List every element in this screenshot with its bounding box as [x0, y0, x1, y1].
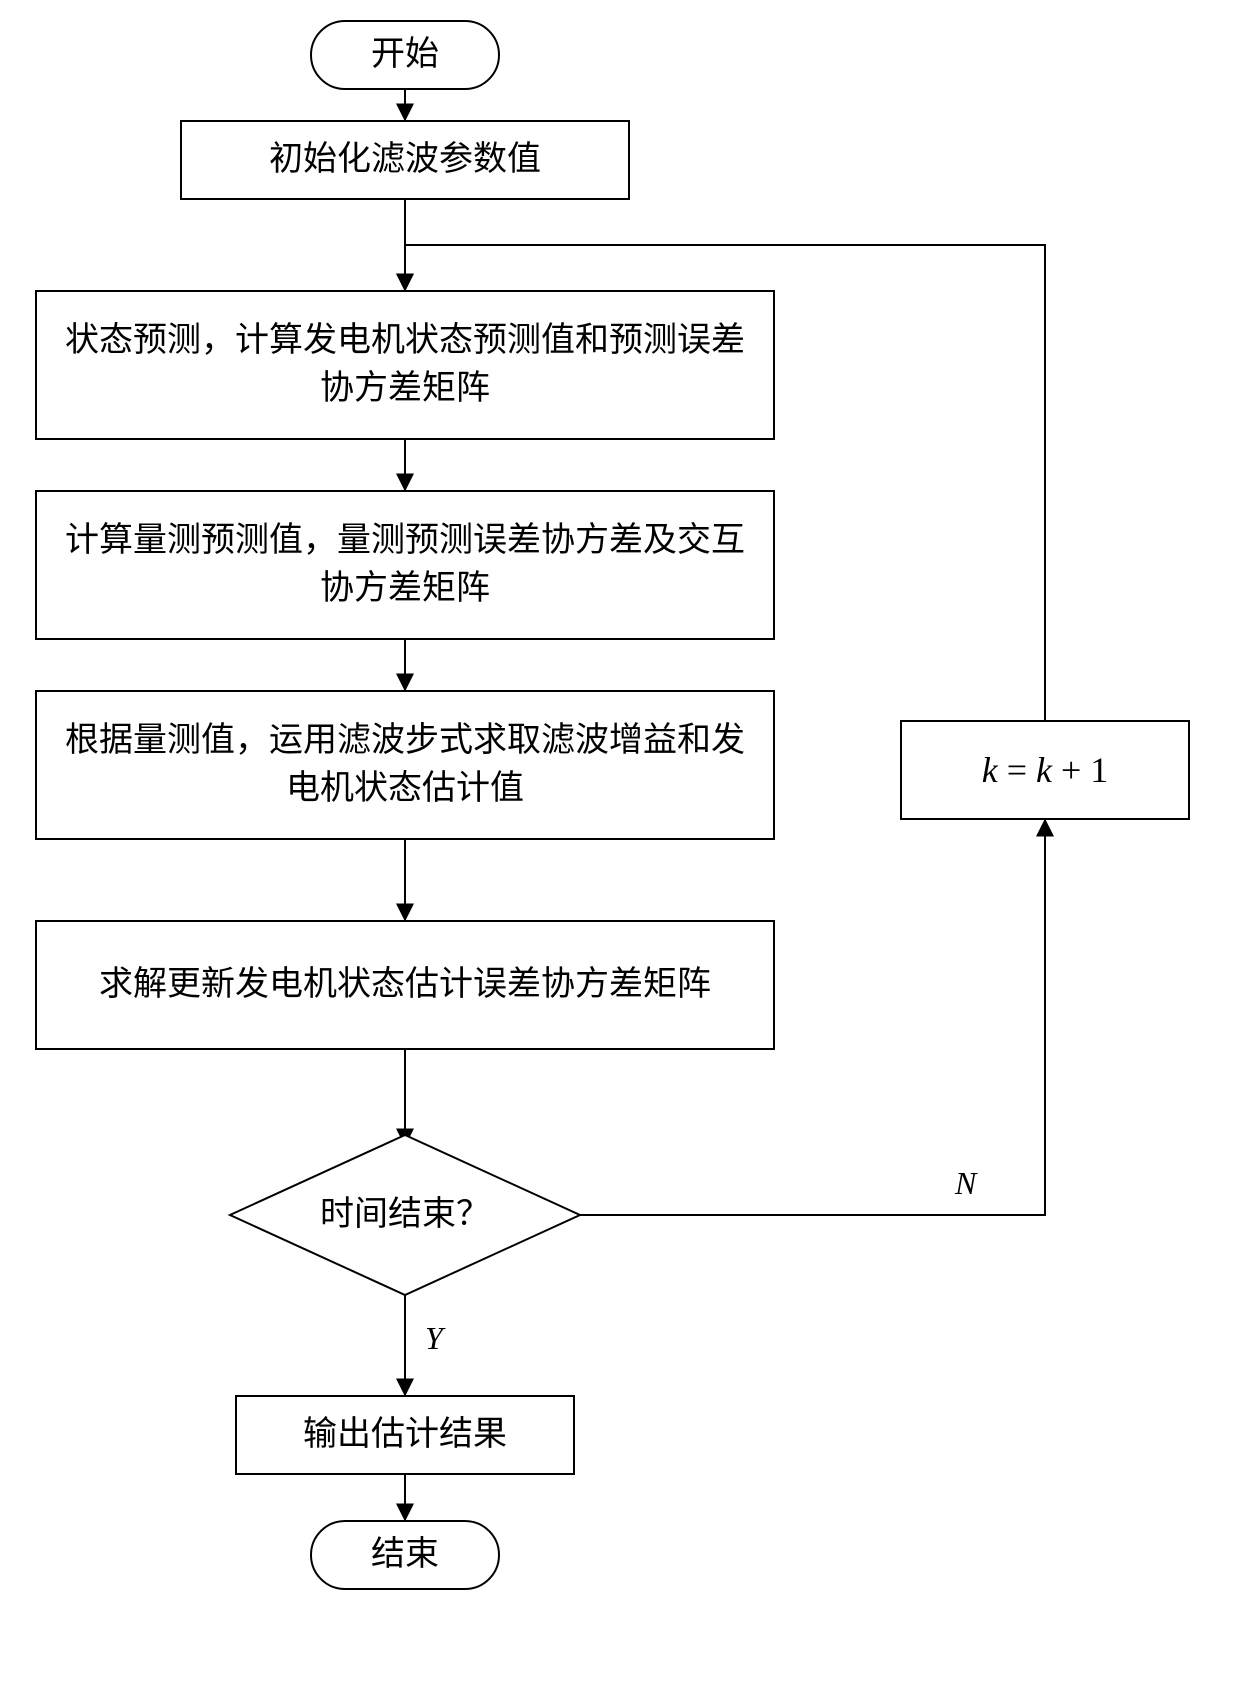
edge-label-yes: Y: [425, 1320, 443, 1357]
loop-label: k = k + 1: [982, 745, 1109, 795]
decision-label: 时间结束？: [320, 1191, 490, 1239]
init-step: 初始化滤波参数值: [180, 120, 630, 200]
decision-text-wrap: 时间结束？: [230, 1135, 580, 1295]
measure-step: 计算量测预测值，量测预测误差协方差及交互协方差矩阵: [35, 490, 775, 640]
edge-label-no: N: [955, 1165, 976, 1202]
filter-step: 根据量测值，运用滤波步式求取滤波增益和发电机状态估计值: [35, 690, 775, 840]
init-label: 初始化滤波参数值: [269, 136, 541, 184]
measure-label: 计算量测预测值，量测预测误差协方差及交互协方差矩阵: [57, 517, 753, 612]
update-label: 求解更新发电机状态估计误差协方差矩阵: [99, 961, 711, 1009]
start-label: 开始: [371, 31, 439, 79]
flowchart-canvas: 开始 初始化滤波参数值 状态预测，计算发电机状态预测值和预测误差协方差矩阵 计算…: [0, 0, 1240, 1689]
update-step: 求解更新发电机状态估计误差协方差矩阵: [35, 920, 775, 1050]
predict-label: 状态预测，计算发电机状态预测值和预测误差协方差矩阵: [57, 317, 753, 412]
loop-step: k = k + 1: [900, 720, 1190, 820]
output-step: 输出估计结果: [235, 1395, 575, 1475]
end-terminator: 结束: [310, 1520, 500, 1590]
start-terminator: 开始: [310, 20, 500, 90]
output-label: 输出估计结果: [303, 1411, 507, 1459]
filter-label: 根据量测值，运用滤波步式求取滤波增益和发电机状态估计值: [57, 717, 753, 812]
end-label: 结束: [371, 1531, 439, 1579]
predict-step: 状态预测，计算发电机状态预测值和预测误差协方差矩阵: [35, 290, 775, 440]
edges-layer: [0, 0, 1240, 1689]
